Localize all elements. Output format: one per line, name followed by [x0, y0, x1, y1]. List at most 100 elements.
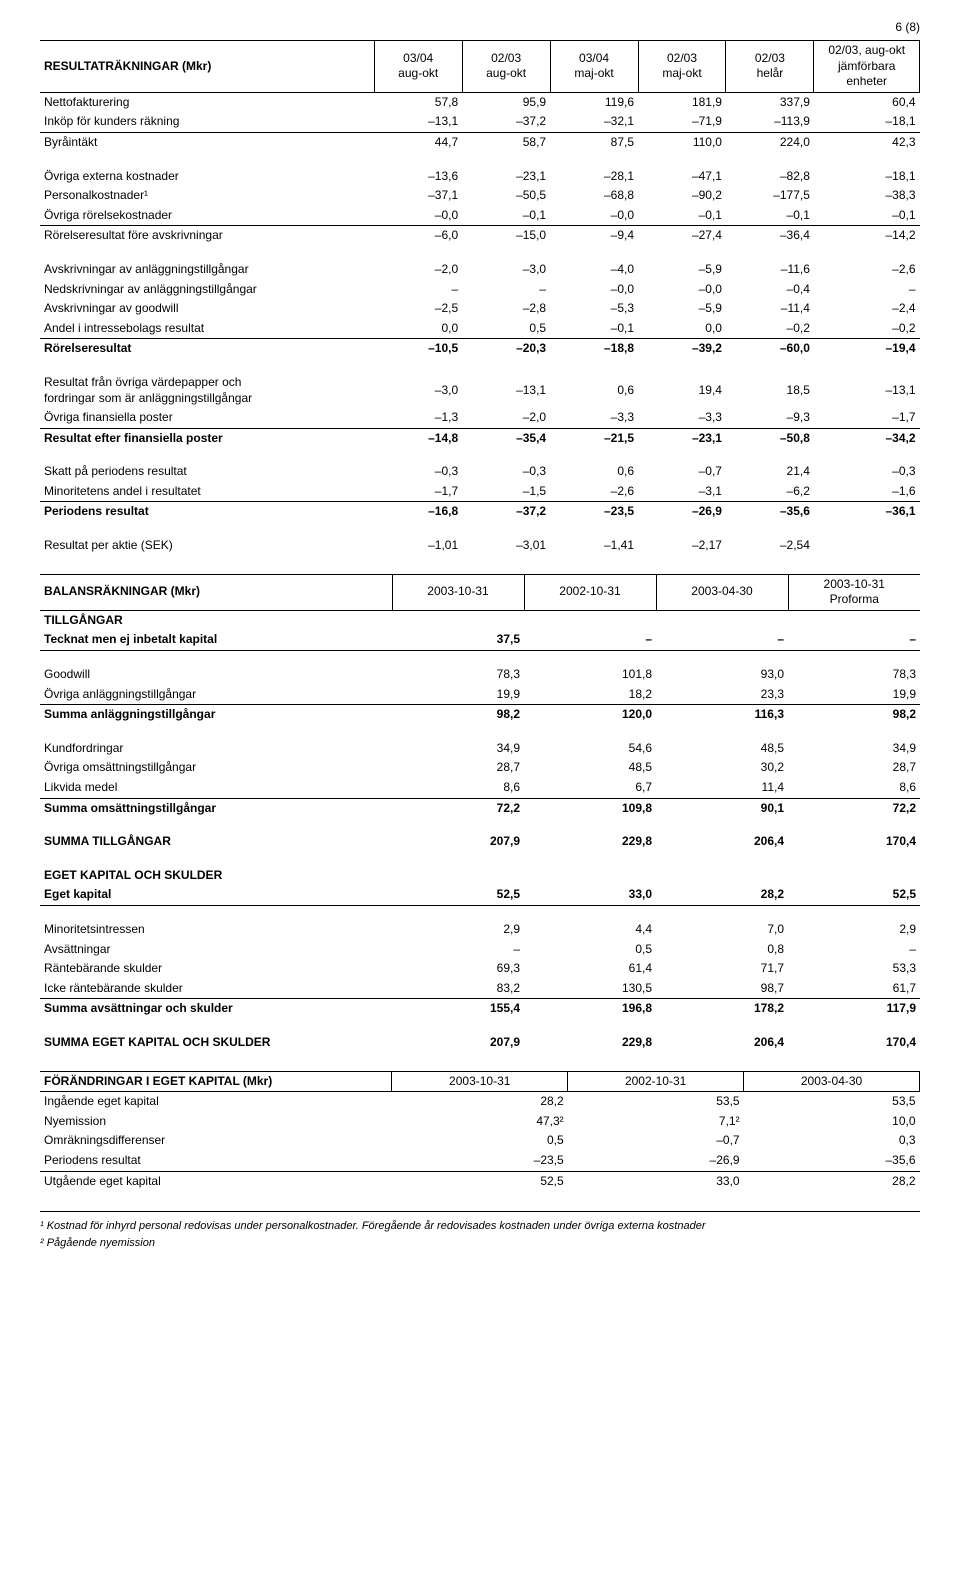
table-row: Övriga anläggningstillgångar19,918,223,3…: [40, 685, 920, 705]
cell-value: –27,4: [638, 226, 726, 246]
row-label: Minoritetsintressen: [40, 920, 392, 940]
table-row: Summa avsättningar och skulder155,4196,8…: [40, 999, 920, 1019]
cell-value: –23,5: [550, 502, 638, 522]
table-title: BALANSRÄKNINGAR (Mkr): [40, 574, 392, 610]
cell-value: 44,7: [374, 132, 462, 152]
cell-value: 48,5: [524, 758, 656, 778]
cell-value: 207,9: [392, 832, 524, 852]
cell-value: 42,3: [814, 132, 920, 152]
cell-value: –3,1: [638, 482, 726, 502]
row-label: Övriga omsättningstillgångar: [40, 758, 392, 778]
cell-value: –37,1: [374, 186, 462, 206]
table-row: Summa anläggningstillgångar98,2120,0116,…: [40, 705, 920, 725]
row-label: Nettofakturering: [40, 92, 374, 112]
cell-value: –10,5: [374, 339, 462, 359]
cell-value: –50,8: [726, 428, 814, 448]
row-label: Summa omsättningstillgångar: [40, 798, 392, 818]
cell-value: 21,4: [726, 462, 814, 482]
cell-value: –0,0: [550, 280, 638, 300]
cell-value: 6,7: [524, 778, 656, 798]
cell-value: 0,6: [550, 373, 638, 408]
cell-value: –1,41: [550, 536, 638, 556]
table-row: Rörelseresultat–10,5–20,3–18,8–39,2–60,0…: [40, 339, 920, 359]
cell-value: 28,2: [744, 1171, 920, 1191]
row-label: Resultat efter finansiella poster: [40, 428, 374, 448]
cell-value: 207,9: [392, 1033, 524, 1053]
cell-value: 120,0: [524, 705, 656, 725]
cell-value: 53,5: [568, 1092, 744, 1112]
cell-value: –3,0: [462, 260, 550, 280]
cell-value: –11,6: [726, 260, 814, 280]
column-header: 2003-04-30: [656, 574, 788, 610]
cell-value: 229,8: [524, 832, 656, 852]
cell-value: 18,5: [726, 373, 814, 408]
cell-value: –0,3: [374, 462, 462, 482]
cell-value: [814, 536, 920, 556]
cell-value: 4,4: [524, 920, 656, 940]
cell-value: –5,9: [638, 260, 726, 280]
cell-value: –1,3: [374, 408, 462, 428]
column-header: 2003-10-31: [392, 574, 524, 610]
cell-value: 47,3²: [392, 1112, 568, 1132]
table-title: RESULTATRÄKNINGAR (Mkr): [40, 41, 374, 93]
row-label: Goodwill: [40, 665, 392, 685]
row-label: Periodens resultat: [40, 1151, 392, 1171]
table-row: Summa omsättningstillgångar72,2109,890,1…: [40, 798, 920, 818]
cell-value: 206,4: [656, 1033, 788, 1053]
row-label: Avskrivningar av anläggningstillgångar: [40, 260, 374, 280]
cell-value: 95,9: [462, 92, 550, 112]
cell-value: 53,5: [744, 1092, 920, 1112]
page: 6 (8) RESULTATRÄKNINGAR (Mkr)03/04 aug-o…: [0, 0, 960, 1271]
cell-value: –: [374, 280, 462, 300]
cell-value: 54,6: [524, 739, 656, 759]
row-label: Kundfordringar: [40, 739, 392, 759]
cell-value: –3,01: [462, 536, 550, 556]
cell-value: 78,3: [788, 665, 920, 685]
table-row: Periodens resultat–23,5–26,9–35,6: [40, 1151, 920, 1171]
cell-value: –: [462, 280, 550, 300]
cell-value: [392, 610, 524, 630]
cell-value: 0,5: [524, 940, 656, 960]
table-row: Periodens resultat–16,8–37,2–23,5–26,9–3…: [40, 502, 920, 522]
cell-value: 8,6: [788, 778, 920, 798]
cell-value: 155,4: [392, 999, 524, 1019]
cell-value: 0,3: [744, 1131, 920, 1151]
table-row: Övriga externa kostnader–13,6–23,1–28,1–…: [40, 167, 920, 187]
table-row: Resultat från övriga värdepapper och for…: [40, 373, 920, 408]
table-row: SUMMA TILLGÅNGAR207,9229,8206,4170,4: [40, 832, 920, 852]
cell-value: 0,5: [392, 1131, 568, 1151]
cell-value: –5,9: [638, 299, 726, 319]
table-row: Övriga omsättningstillgångar28,748,530,2…: [40, 758, 920, 778]
cell-value: [656, 866, 788, 886]
cell-value: –14,2: [814, 226, 920, 246]
row-label: Avskrivningar av goodwill: [40, 299, 374, 319]
cell-value: 78,3: [392, 665, 524, 685]
cell-value: 28,7: [788, 758, 920, 778]
cell-value: –5,3: [550, 299, 638, 319]
column-header: 2002-10-31: [568, 1071, 744, 1092]
column-header: 2003-10-31 Proforma: [788, 574, 920, 610]
column-header: 02/03, aug-okt jämförbara enheter: [814, 41, 920, 93]
cell-value: –13,1: [814, 373, 920, 408]
table-row: Nettofakturering57,895,9119,6181,9337,96…: [40, 92, 920, 112]
table-row: Andel i intressebolags resultat0,00,5–0,…: [40, 319, 920, 339]
cell-value: 170,4: [788, 1033, 920, 1053]
cell-value: –0,1: [814, 206, 920, 226]
row-label: Summa avsättningar och skulder: [40, 999, 392, 1019]
table-row: Rörelseresultat före avskrivningar–6,0–1…: [40, 226, 920, 246]
cell-value: –0,7: [638, 462, 726, 482]
cell-value: –20,3: [462, 339, 550, 359]
cell-value: 116,3: [656, 705, 788, 725]
cell-value: 109,8: [524, 798, 656, 818]
cell-value: –2,0: [374, 260, 462, 280]
cell-value: 337,9: [726, 92, 814, 112]
cell-value: –: [788, 940, 920, 960]
cell-value: [524, 610, 656, 630]
table-row: Minoritetsintressen2,94,47,02,9: [40, 920, 920, 940]
cell-value: –18,1: [814, 167, 920, 187]
row-label: Avsättningar: [40, 940, 392, 960]
cell-value: –0,0: [638, 280, 726, 300]
row-label: Summa anläggningstillgångar: [40, 705, 392, 725]
row-label: Övriga finansiella poster: [40, 408, 374, 428]
cell-value: –2,8: [462, 299, 550, 319]
